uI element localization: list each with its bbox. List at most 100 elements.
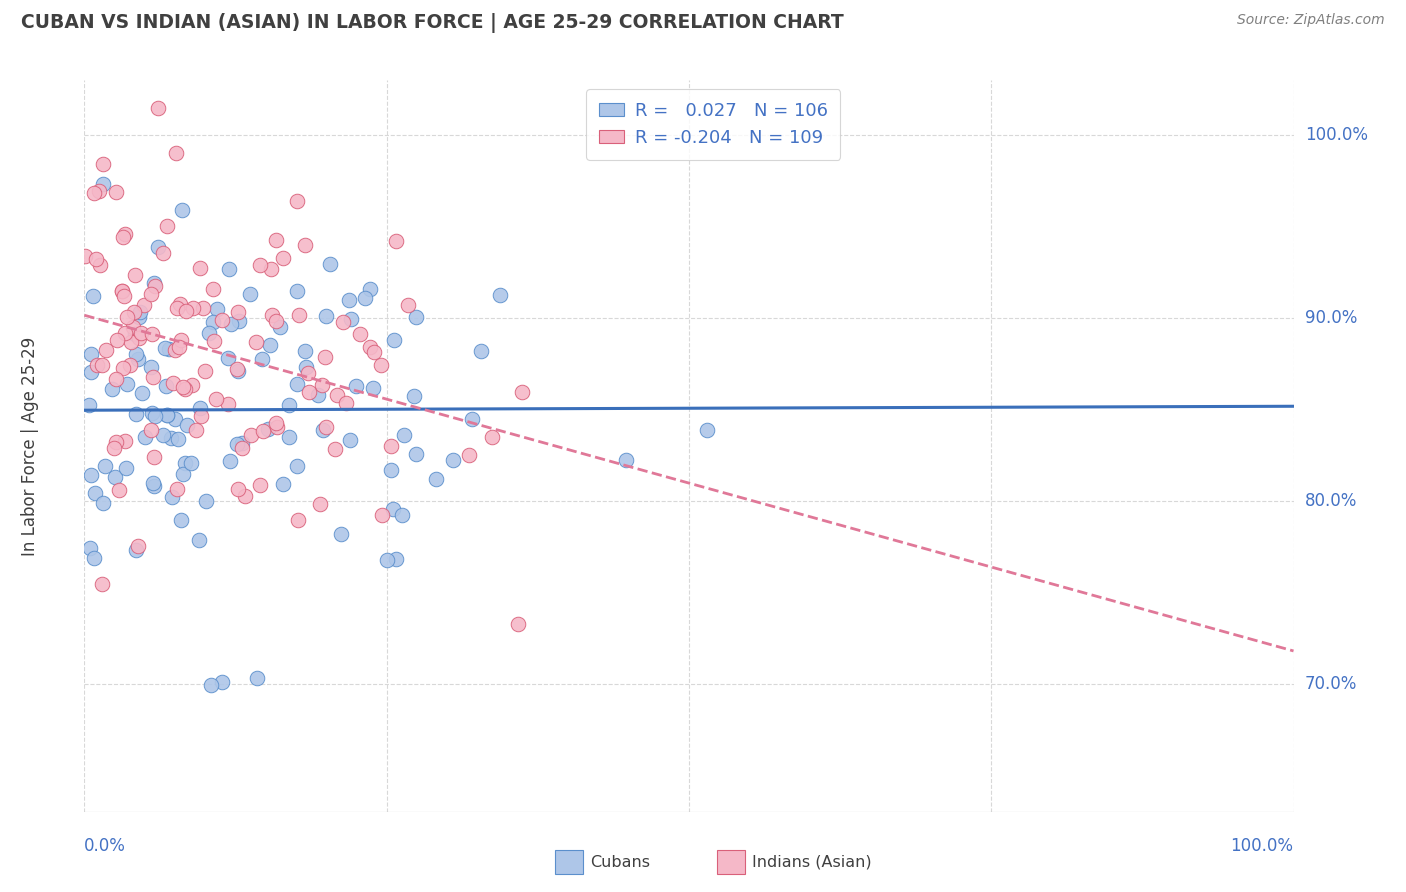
Legend: R =   0.027   N = 106, R = -0.204   N = 109: R = 0.027 N = 106, R = -0.204 N = 109 [586,89,841,160]
Point [250,352,273,367]
Point [314,350,336,364]
Point [160,430,183,444]
Point [174,382,197,396]
Point [228,314,250,328]
Point [441,453,464,467]
Point [382,333,405,347]
Point [696,423,718,437]
Point [91,358,114,372]
Point [79,467,101,482]
Point [165,145,187,160]
Point [181,301,204,315]
Point [233,489,256,503]
Point [75,249,97,263]
Point [101,382,124,396]
Point [202,334,225,348]
Text: 70.0%: 70.0% [1305,674,1357,693]
Point [170,333,193,347]
Point [172,467,194,481]
Point [205,302,228,317]
Point [506,616,529,631]
Point [211,674,233,689]
Point [278,429,301,443]
Point [266,420,288,434]
Point [217,351,239,366]
Point [200,678,222,692]
Point [104,470,127,484]
Point [156,408,179,422]
Point [83,186,105,200]
Point [239,286,262,301]
Point [309,496,332,510]
Point [163,343,186,357]
Point [90,577,112,591]
Point [375,553,398,567]
Point [298,384,321,399]
Point [195,493,218,508]
Point [143,409,166,424]
Point [142,476,165,491]
Point [226,362,249,376]
Point [180,456,202,470]
Point [89,258,111,272]
Point [125,543,148,558]
Point [104,372,127,386]
Point [127,539,149,553]
Point [153,342,176,356]
Text: In Labor Force | Age 25-29: In Labor Force | Age 25-29 [21,336,39,556]
Point [152,246,174,260]
Point [457,448,479,462]
Point [245,334,267,349]
Point [115,310,138,324]
Text: 100.0%: 100.0% [1230,837,1294,855]
Point [402,389,425,403]
Point [94,343,117,358]
Point [246,671,269,685]
Bar [555,850,583,874]
Point [380,463,402,477]
Point [146,101,169,115]
Point [269,319,291,334]
Point [326,388,349,402]
Point [114,434,136,449]
Point [370,358,392,372]
Point [124,268,146,282]
Point [124,305,146,319]
Point [332,316,354,330]
Point [323,442,346,456]
Point [80,365,103,379]
Text: 100.0%: 100.0% [1305,126,1368,145]
Point [139,423,162,437]
Point [157,343,180,357]
Point [337,293,360,307]
Point [84,252,107,267]
Point [91,496,114,510]
Point [174,456,197,470]
Point [219,317,242,331]
Point [115,460,138,475]
Point [156,409,179,423]
Point [128,310,150,325]
Point [218,454,240,468]
Point [319,257,342,271]
Point [271,252,294,266]
Text: 90.0%: 90.0% [1305,309,1357,327]
Point [142,450,165,464]
Point [84,485,107,500]
Point [77,398,100,412]
Point [165,412,187,426]
Point [167,340,190,354]
Point [217,397,239,411]
Point [249,258,271,272]
Point [353,291,375,305]
Point [340,312,363,326]
Point [371,508,394,523]
Point [226,305,249,319]
Point [201,282,224,296]
Text: CUBAN VS INDIAN (ASIAN) IN LABOR FORCE | AGE 25-29 CORRELATION CHART: CUBAN VS INDIAN (ASIAN) IN LABOR FORCE |… [21,13,844,33]
Point [363,381,385,395]
Point [156,219,179,233]
Point [405,447,427,461]
Point [315,419,337,434]
Point [287,513,309,527]
